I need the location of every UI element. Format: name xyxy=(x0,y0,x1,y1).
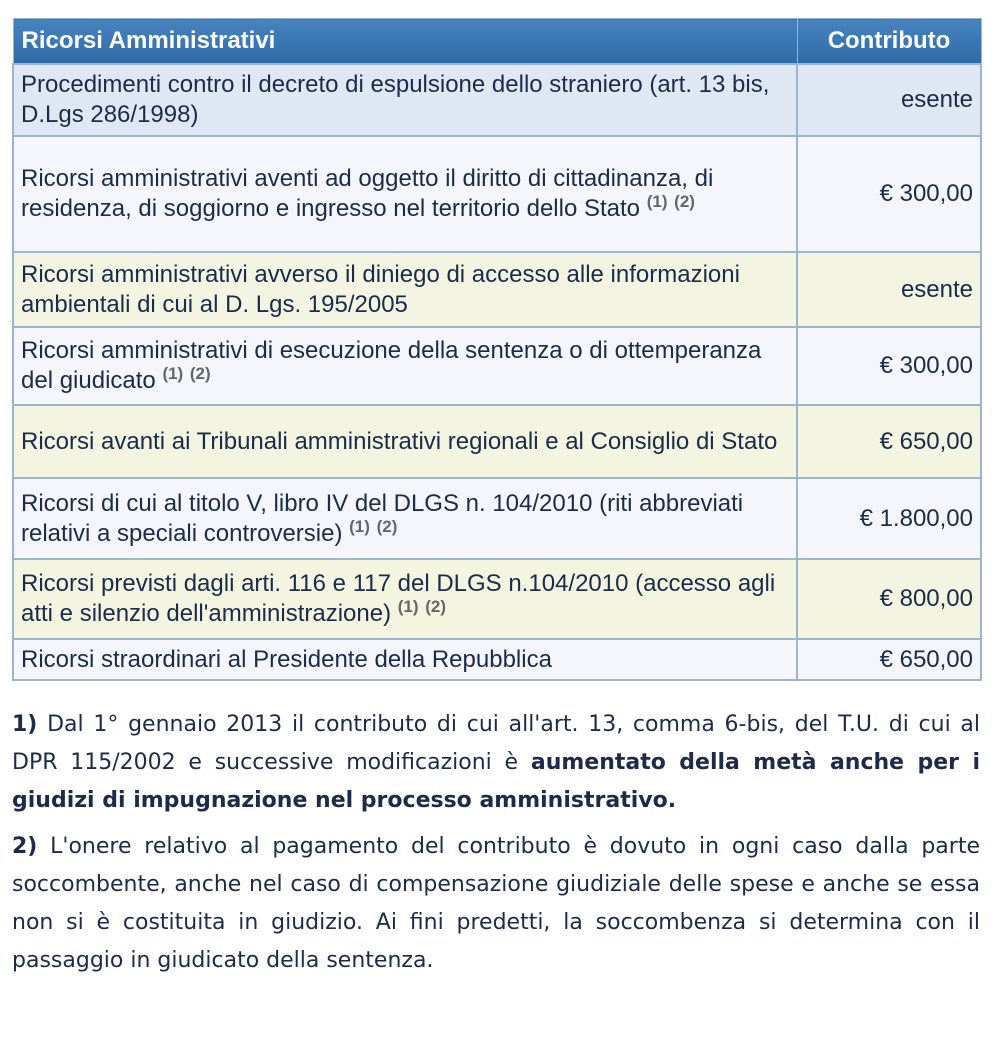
description: Ricorsi amministrativi aventi ad oggetto… xyxy=(21,165,714,222)
note-ref: (1) xyxy=(646,192,668,211)
footnote-marker: 1) xyxy=(12,712,38,737)
header-row: Ricorsi Amministrativi Contributo xyxy=(12,18,982,65)
footnote-marker: 2) xyxy=(12,834,38,859)
amount: esente xyxy=(796,251,982,328)
table-row: Ricorsi amministrativi di esecuzione del… xyxy=(12,326,982,406)
amount: € 300,00 xyxy=(796,326,982,406)
description-cell: Ricorsi straordinari al Presidente della… xyxy=(12,638,798,681)
footnote-text: Dal 1° gennaio 2013 il contributo di cui… xyxy=(12,712,980,775)
note-ref: (2) xyxy=(376,516,398,536)
table-row: Ricorsi straordinari al Presidente della… xyxy=(12,638,982,681)
footnotes: 1) Dal 1° gennaio 2013 il contributo di … xyxy=(12,706,980,988)
table-body: Procedimenti contro il decreto di espuls… xyxy=(12,63,982,681)
footnote-emphasis: aumentato della metà anche per i giudizi… xyxy=(12,750,980,813)
amount: esente xyxy=(796,63,982,137)
amount: € 800,00 xyxy=(796,558,982,640)
footnote: 2) L'onere relativo al pagamento del con… xyxy=(12,828,980,980)
description: Ricorsi previsti dagli arti. 116 e 117 d… xyxy=(21,570,776,627)
amount: € 300,00 xyxy=(796,135,982,253)
fee-table: Ricorsi Amministrativi Contributo Proced… xyxy=(12,18,982,681)
header-cell: Contributo xyxy=(796,18,982,65)
description-cell: Ricorsi avanti ai Tribunali amministrati… xyxy=(12,404,798,479)
footnote: 1) Dal 1° gennaio 2013 il contributo di … xyxy=(12,706,980,820)
note-ref: (2) xyxy=(674,192,695,211)
description-cell: Ricorsi amministrativi di esecuzione del… xyxy=(12,326,798,406)
description-cell: Ricorsi amministrativi aventi ad oggetto… xyxy=(12,135,798,253)
note-ref: (1) xyxy=(349,516,370,536)
amount: € 650,00 xyxy=(796,638,982,681)
description: Ricorsi di cui al titolo V, libro IV del… xyxy=(21,489,744,547)
header-cell: Ricorsi Amministrativi xyxy=(12,18,798,65)
table-row: Ricorsi amministrativi aventi ad oggetto… xyxy=(12,135,982,253)
footnote-text: L'onere relativo al pagamento del contri… xyxy=(12,834,980,973)
description-cell: Procedimenti contro il decreto di espuls… xyxy=(12,63,798,137)
table-row: Procedimenti contro il decreto di espuls… xyxy=(12,63,982,137)
description: Ricorsi straordinari al Presidente della… xyxy=(21,645,552,673)
description-cell: Ricorsi previsti dagli arti. 116 e 117 d… xyxy=(12,558,798,640)
table-row: Ricorsi previsti dagli arti. 116 e 117 d… xyxy=(12,558,982,640)
table-row: Ricorsi amministrativi avverso il dinieg… xyxy=(12,251,982,328)
description: Ricorsi amministrativi avverso il dinieg… xyxy=(21,260,740,318)
description: Procedimenti contro il decreto di espuls… xyxy=(21,71,770,128)
description: Ricorsi avanti ai Tribunali amministrati… xyxy=(21,427,778,455)
description-cell: Ricorsi di cui al titolo V, libro IV del… xyxy=(12,477,798,560)
amount: € 650,00 xyxy=(796,404,982,479)
table-wrap: Ricorsi Amministrativi Contributo Proced… xyxy=(12,18,982,681)
description-cell: Ricorsi amministrativi avverso il dinieg… xyxy=(12,251,798,328)
table-row: Ricorsi avanti ai Tribunali amministrati… xyxy=(12,404,982,479)
note-ref: (1) xyxy=(397,597,419,616)
note-ref: (2) xyxy=(425,597,446,616)
description: Ricorsi amministrativi di esecuzione del… xyxy=(21,337,762,394)
note-ref: (1) xyxy=(162,364,184,383)
note-ref: (2) xyxy=(189,364,211,383)
table-row: Ricorsi di cui al titolo V, libro IV del… xyxy=(12,477,982,560)
amount: € 1.800,00 xyxy=(796,477,982,560)
